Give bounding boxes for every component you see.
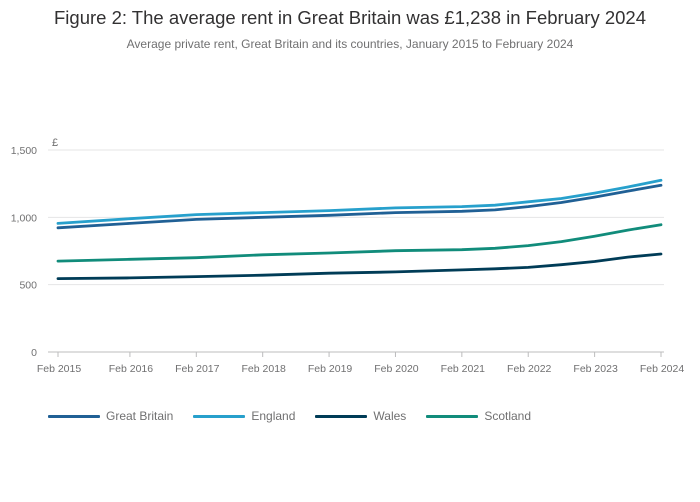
legend-swatch [48,414,100,418]
x-tick-label: Feb 2021 [441,363,486,375]
chart-subtitle: Average private rent, Great Britain and … [126,37,574,51]
y-tick-label: 0 [31,347,37,359]
legend-item-scotland[interactable]: Scotland [426,409,531,423]
legend-swatch [193,414,246,418]
legend-label: England [251,409,296,423]
legend-label: Wales [373,409,407,423]
x-tick-label: Feb 2017 [175,363,220,375]
y-axis-label: £ [52,137,58,149]
y-tick-label: 1,500 [11,145,37,157]
axes: 0 500 1,000 1,500 £ Feb 2015 Feb 2016 Feb 2017 F… [11,137,685,375]
series-line-scotland[interactable] [56,223,663,263]
x-tick-label: Feb 2023 [573,363,618,375]
chart-title: Figure 2: The average rent in Great Brit… [54,7,646,28]
series-line-great-britain[interactable] [56,183,663,230]
legend-item-great-britain[interactable]: Great Britain [48,409,173,423]
y-tick-label: 500 [19,280,37,292]
legend-swatch [315,414,368,418]
legend-item-england[interactable]: England [193,409,295,423]
x-tick-label: Feb 2020 [374,363,419,375]
legend: Great Britain England Wales Scotland [48,409,531,423]
legend-item-wales[interactable]: Wales [315,409,406,423]
series-line-england[interactable] [56,178,663,225]
x-tick-label: Feb 2018 [242,363,287,375]
y-tick-label: 1,000 [11,212,37,224]
x-tick-label: Feb 2016 [109,363,154,375]
x-tick-label: Feb 2022 [507,363,552,375]
legend-label: Scotland [484,409,532,423]
series-lines [56,178,663,280]
x-tick-label: Feb 2024 [640,363,685,375]
x-tick-label: Feb 2019 [308,363,353,375]
series-line-wales[interactable] [56,252,663,280]
legend-label: Great Britain [106,409,174,423]
x-tick-label: Feb 2015 [37,363,82,375]
legend-swatch [426,414,479,418]
